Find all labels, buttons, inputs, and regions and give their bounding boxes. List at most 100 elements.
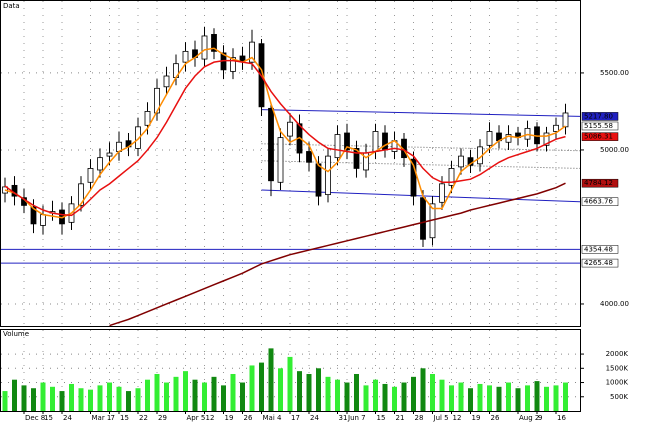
volume-bar [135, 388, 141, 411]
volume-bar [449, 385, 454, 411]
volume-bar [240, 382, 245, 411]
candle-body [372, 131, 379, 152]
volume-bar [69, 383, 74, 411]
volume-bar [411, 376, 416, 411]
volume-bar [230, 373, 236, 411]
volume-bar [268, 348, 274, 411]
volume-bar [325, 376, 331, 411]
volume-bar [297, 371, 302, 411]
moving-average [109, 182, 566, 327]
candle-body [97, 157, 103, 171]
value-label: 5086.31 [584, 133, 613, 141]
volume-title: Volume [3, 330, 29, 338]
value-label-box [581, 121, 619, 131]
volume-bar [116, 386, 122, 411]
volume-bar [458, 382, 464, 411]
value-label: 4265.48 [584, 259, 613, 267]
x-tick-label: 15 [44, 414, 53, 422]
volume-bar [59, 391, 65, 411]
candle-body [182, 50, 189, 63]
volume-bar [392, 386, 397, 411]
candle-body [315, 163, 322, 197]
value-label: 5217.80 [584, 112, 613, 120]
x-tick-label: Dec 8 [25, 414, 45, 422]
volume-bar [363, 385, 369, 411]
candle-body [40, 214, 46, 226]
candle-body [268, 107, 274, 182]
x-tick-label: 26 [244, 414, 253, 422]
candle-body [439, 183, 445, 203]
volume-bar [107, 382, 112, 411]
volume-bar [50, 386, 55, 411]
candle-body [30, 206, 37, 225]
x-tick-label: 21 [396, 414, 405, 422]
x-tick-label: 19 [472, 414, 481, 422]
x-tick-label: 7 [111, 414, 115, 422]
x-tick-label: Apr 5 [187, 414, 206, 422]
candle-body [154, 87, 160, 114]
volume-bar [316, 368, 321, 411]
candle-body [106, 152, 113, 157]
value-label-box [581, 245, 619, 254]
candle-body [562, 112, 569, 128]
volume-bar [477, 383, 483, 411]
panel-title: Data [3, 2, 20, 10]
x-tick-label: 31 [339, 414, 348, 422]
value-label-box [581, 132, 619, 141]
volume-bar [515, 388, 521, 411]
candle-body [239, 55, 246, 62]
x-tick-label: 22 [139, 414, 148, 422]
candle-body [87, 168, 94, 183]
x-tick-label: 15 [377, 414, 386, 422]
candle-body [230, 57, 236, 72]
volume-bar [563, 382, 568, 411]
volume-bar [506, 382, 511, 411]
volume-bar [21, 385, 27, 411]
moving-average [4, 59, 566, 217]
volume-bar [430, 373, 435, 411]
candle-body [353, 148, 360, 169]
candle-body [553, 124, 559, 132]
x-tick-label: 28 [415, 414, 424, 422]
candle-body [249, 41, 255, 63]
x-tick-label: 9 [538, 414, 542, 422]
volume-bar [97, 385, 103, 411]
x-tick-label: 12 [206, 414, 215, 422]
volume-bar [468, 388, 473, 411]
candle-body [135, 126, 141, 149]
value-label-box [581, 197, 619, 206]
volume-bar [420, 368, 426, 411]
volume-tick-label: 2000K [606, 350, 629, 358]
candle-body [420, 197, 426, 240]
candle-body [505, 134, 512, 143]
y-tick-label: 5000.00 [600, 146, 629, 154]
volume-bar [287, 356, 293, 411]
volume-bar [373, 379, 378, 411]
volume-bar [31, 388, 36, 411]
candle-body [344, 132, 350, 151]
volume-bar [126, 391, 131, 411]
moving-average [4, 47, 566, 219]
volume-bar [249, 365, 255, 411]
volume-bar [88, 389, 93, 411]
volume-bar [382, 383, 388, 411]
volume-bar [192, 379, 198, 411]
value-label-box [581, 178, 619, 188]
volume-bar [259, 362, 264, 411]
x-tick-label: Jun 7 [347, 414, 366, 422]
x-tick-label: 16 [557, 414, 566, 422]
volume-tick-label: 1500K [606, 364, 629, 372]
x-tick-label: 15 [120, 414, 129, 422]
x-tick-label: 24 [63, 414, 72, 422]
volume-bar [183, 371, 188, 411]
y-tick-label: 5500.00 [600, 69, 629, 77]
volume-bar [154, 373, 160, 411]
x-tick-label: 26 [491, 414, 500, 422]
y-tick-label: 4000.00 [600, 300, 629, 308]
volume-bar [12, 379, 17, 411]
value-label: 5155.58 [584, 122, 613, 130]
candle-body [458, 155, 464, 168]
value-label-box [581, 112, 619, 121]
